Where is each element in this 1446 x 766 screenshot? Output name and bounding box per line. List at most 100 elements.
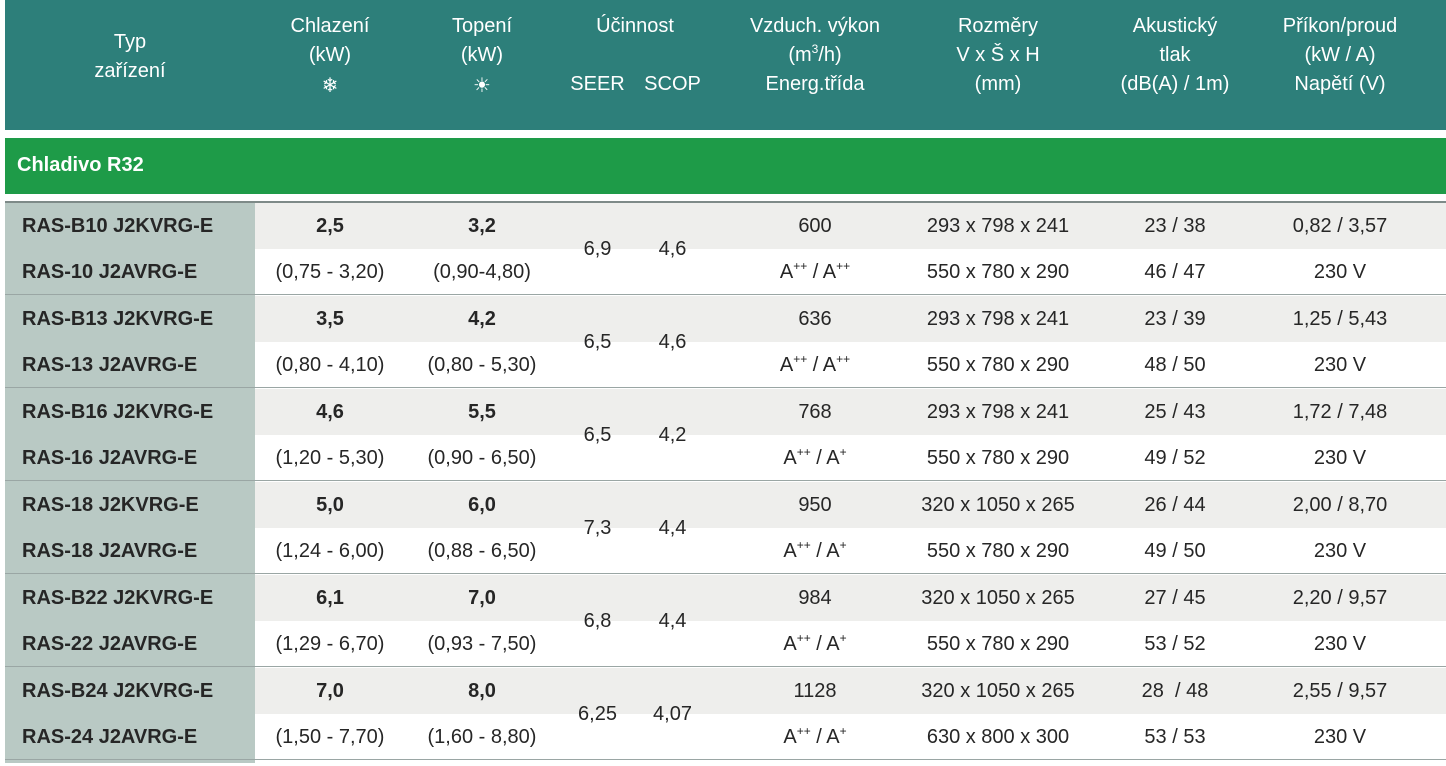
row-divider	[5, 480, 1446, 481]
heating-nominal: 5,5	[468, 401, 496, 423]
airflow-value: 636	[798, 308, 832, 330]
outdoor-dimensions: 550 x 780 x 290	[926, 261, 1070, 283]
cooling-range: (1,50 - 7,70)	[275, 726, 385, 748]
row-shade	[255, 296, 1446, 342]
indoor-dimensions: 320 x 1050 x 265	[921, 680, 1075, 702]
heating-nominal: 8,0	[468, 680, 496, 702]
heating-nominal: 3,2	[468, 215, 496, 237]
cooling-range: (1,20 - 5,30)	[275, 447, 385, 469]
scop-value: 4,07	[653, 703, 692, 725]
header-heating-line-2: (kW)	[460, 44, 504, 66]
scop-value: 4,6	[658, 331, 687, 353]
cooling-range: (1,24 - 6,00)	[275, 540, 385, 562]
indoor-unit-model: RAS-B10 J2KVRG-E	[22, 215, 214, 237]
cooling-range: (0,75 - 3,20)	[275, 261, 385, 283]
outdoor-unit-model: RAS-18 J2AVRG-E	[22, 540, 198, 562]
cooling-nominal: 7,0	[316, 680, 344, 702]
header-dims-line-1: Rozměry	[957, 15, 1038, 37]
airflow-value: 768	[798, 401, 832, 423]
row-shade	[255, 575, 1446, 621]
header-heating: Topení (kW) ☀	[412, 0, 552, 130]
row-shade	[255, 668, 1446, 714]
row-shade	[255, 389, 1446, 435]
table-row-group: RAS-B22 J2KVRG-E RAS-22 J2AVRG-E 6,1 (1,29 …	[5, 575, 1446, 667]
cooling-nominal: 4,6	[316, 401, 344, 423]
header-dims-line-2: V x Š x H	[956, 44, 1040, 66]
header-power-line-2: (kW / A)	[1304, 44, 1376, 66]
indoor-dimensions: 293 x 798 x 241	[926, 401, 1070, 423]
table-top-rule	[5, 201, 1446, 203]
acoustic-outdoor: 53 / 53	[1144, 726, 1206, 748]
row-shade	[255, 203, 1446, 249]
acoustic-outdoor: 48 / 50	[1144, 354, 1206, 376]
indoor-dimensions: 320 x 1050 x 265	[921, 494, 1075, 516]
power-current: 1,25 / 5,43	[1292, 308, 1388, 330]
header-efficiency-label: Účinnost	[596, 15, 674, 37]
energy-class: A++ / A+	[783, 445, 847, 469]
airflow-value: 1128	[793, 680, 837, 702]
sun-icon: ☀	[473, 75, 491, 97]
table-row-group: RAS-B10 J2KVRG-E RAS-10 J2AVRG-E 2,5 (0,75 …	[5, 203, 1446, 295]
refrigerant-label: Chladivo R32	[17, 154, 144, 176]
acoustic-indoor: 27 / 45	[1144, 587, 1206, 609]
cooling-range: (0,80 - 4,10)	[275, 354, 385, 376]
indoor-dimensions: 293 x 798 x 241	[926, 215, 1070, 237]
header-cooling-line-2: (kW)	[308, 44, 352, 66]
header-air-line-3: Energ.třída	[765, 73, 865, 95]
acoustic-indoor: 23 / 39	[1144, 308, 1206, 330]
header-power-line-1: Příkon/proud	[1282, 15, 1398, 37]
header-scop: SCOP	[644, 73, 701, 95]
seer-value: 6,5	[583, 424, 612, 446]
cooling-nominal: 2,5	[316, 215, 344, 237]
outdoor-unit-model: RAS-16 J2AVRG-E	[22, 447, 198, 469]
indoor-dimensions: 293 x 798 x 241	[926, 308, 1070, 330]
power-current: 0,82 / 3,57	[1292, 215, 1388, 237]
header-cooling-line-1: Chlazení	[290, 15, 370, 37]
row-divider	[5, 573, 1446, 574]
power-current: 1,72 / 7,48	[1292, 401, 1388, 423]
indoor-unit-model: RAS-B16 J2KVRG-E	[22, 401, 214, 423]
voltage: 230 V	[1313, 633, 1367, 655]
table-row-group: RAS-B24 J2KVRG-E RAS-24 J2AVRG-E 7,0 (1,50 …	[5, 668, 1446, 760]
heating-range: (0,80 - 5,30)	[427, 354, 537, 376]
energy-class: A++ / A++	[779, 259, 851, 283]
seer-value: 6,9	[583, 238, 612, 260]
heating-range: (0,90 - 6,50)	[427, 447, 537, 469]
indoor-unit-model: RAS-18 J2KVRG-E	[22, 494, 199, 516]
outdoor-dimensions: 550 x 780 x 290	[926, 447, 1070, 469]
table-body: RAS-B10 J2KVRG-E RAS-10 J2AVRG-E 2,5 (0,75 …	[5, 203, 1446, 763]
header-dims-line-3: (mm)	[974, 73, 1022, 95]
airflow-value: 600	[798, 215, 832, 237]
header-heating-line-1: Topení	[451, 15, 513, 37]
row-divider	[5, 294, 1446, 295]
voltage: 230 V	[1313, 447, 1367, 469]
header-type: Typ zařízení	[5, 0, 255, 130]
row-divider	[5, 387, 1446, 388]
header-acoustic: Akustický tlak (dB(A) / 1m)	[1110, 0, 1240, 130]
seer-value: 6,5	[583, 331, 612, 353]
table-row-group: RAS-B13 J2KVRG-E RAS-13 J2AVRG-E 3,5 (0,80 …	[5, 296, 1446, 388]
scop-value: 4,6	[658, 238, 687, 260]
indoor-dimensions: 320 x 1050 x 265	[921, 587, 1075, 609]
airflow-value: 984	[798, 587, 832, 609]
energy-class: A++ / A+	[783, 724, 847, 748]
indoor-unit-model: RAS-B22 J2KVRG-E	[22, 587, 214, 609]
cooling-range: (1,29 - 6,70)	[275, 633, 385, 655]
acoustic-indoor: 28 / 48	[1141, 680, 1209, 702]
row-shade	[255, 482, 1446, 528]
heating-range: (0,88 - 6,50)	[427, 540, 537, 562]
table-row-group: RAS-B16 J2KVRG-E RAS-16 J2AVRG-E 4,6 (1,20 …	[5, 389, 1446, 481]
table-header: Typ zařízení Chlazení (kW) ❄ Topení (kW)…	[5, 0, 1446, 130]
acoustic-outdoor: 49 / 50	[1144, 540, 1206, 562]
voltage: 230 V	[1313, 540, 1367, 562]
row-divider	[5, 759, 1446, 760]
voltage: 230 V	[1313, 261, 1367, 283]
scop-value: 4,2	[658, 424, 687, 446]
outdoor-dimensions: 550 x 780 x 290	[926, 354, 1070, 376]
cooling-nominal: 3,5	[316, 308, 344, 330]
outdoor-unit-model: RAS-22 J2AVRG-E	[22, 633, 198, 655]
header-acoustic-line-2: tlak	[1159, 44, 1191, 66]
heating-range: (0,90-4,80)	[433, 261, 531, 283]
energy-class: A++ / A+	[783, 538, 847, 562]
header-dims: Rozměry V x Š x H (mm)	[923, 0, 1073, 130]
